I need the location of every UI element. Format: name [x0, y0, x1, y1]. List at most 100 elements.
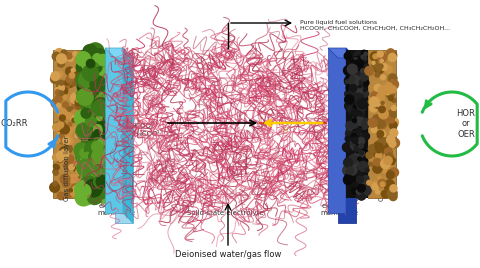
Circle shape	[390, 118, 395, 123]
Circle shape	[350, 109, 355, 114]
Circle shape	[76, 61, 88, 73]
Circle shape	[94, 192, 99, 197]
Circle shape	[353, 130, 361, 138]
Circle shape	[53, 122, 62, 131]
Circle shape	[91, 185, 105, 198]
Circle shape	[80, 179, 87, 186]
Circle shape	[101, 186, 108, 193]
Circle shape	[354, 60, 362, 69]
Circle shape	[92, 87, 99, 94]
Circle shape	[386, 136, 395, 144]
Circle shape	[377, 51, 383, 57]
Circle shape	[383, 116, 391, 124]
Circle shape	[359, 80, 363, 84]
Circle shape	[354, 58, 358, 61]
Circle shape	[79, 72, 94, 87]
Circle shape	[50, 183, 60, 192]
Circle shape	[87, 114, 105, 132]
Circle shape	[59, 80, 64, 85]
Circle shape	[73, 186, 79, 192]
Circle shape	[53, 53, 60, 60]
Circle shape	[77, 159, 94, 176]
Circle shape	[76, 151, 89, 164]
Circle shape	[366, 152, 372, 158]
Circle shape	[369, 119, 372, 123]
Circle shape	[86, 88, 91, 94]
Circle shape	[364, 52, 368, 56]
Circle shape	[68, 178, 72, 182]
Circle shape	[350, 145, 355, 150]
Circle shape	[386, 171, 394, 179]
Circle shape	[348, 64, 357, 74]
Circle shape	[60, 116, 65, 120]
Circle shape	[93, 180, 103, 191]
Circle shape	[350, 59, 354, 63]
Circle shape	[60, 87, 68, 95]
Circle shape	[74, 93, 81, 100]
Circle shape	[358, 74, 364, 80]
Circle shape	[345, 80, 349, 84]
Circle shape	[363, 88, 367, 91]
Circle shape	[373, 54, 378, 59]
Circle shape	[93, 137, 106, 151]
Circle shape	[92, 172, 109, 189]
Circle shape	[77, 79, 93, 94]
Polygon shape	[346, 48, 356, 223]
Circle shape	[65, 112, 72, 119]
Circle shape	[391, 162, 394, 165]
Circle shape	[377, 119, 387, 129]
Circle shape	[377, 131, 384, 137]
Circle shape	[344, 158, 353, 167]
Circle shape	[74, 143, 89, 158]
Circle shape	[93, 54, 101, 62]
Circle shape	[97, 115, 102, 121]
Circle shape	[381, 159, 390, 169]
Circle shape	[345, 97, 350, 103]
Circle shape	[60, 174, 70, 184]
Circle shape	[55, 52, 61, 59]
Circle shape	[358, 184, 365, 192]
Circle shape	[367, 180, 372, 185]
Bar	[81, 50, 105, 198]
Circle shape	[88, 159, 105, 177]
Circle shape	[381, 165, 389, 173]
Circle shape	[96, 188, 112, 203]
Circle shape	[99, 179, 109, 189]
Circle shape	[355, 114, 360, 118]
Circle shape	[57, 122, 64, 128]
Circle shape	[350, 143, 358, 150]
Circle shape	[354, 93, 363, 103]
Bar	[53, 50, 81, 198]
Circle shape	[357, 176, 363, 183]
Circle shape	[91, 163, 96, 169]
Circle shape	[351, 133, 356, 138]
Circle shape	[364, 64, 369, 69]
Circle shape	[61, 50, 67, 56]
Circle shape	[65, 80, 70, 85]
Circle shape	[353, 125, 357, 129]
Circle shape	[59, 85, 64, 91]
Circle shape	[363, 159, 368, 163]
Circle shape	[390, 81, 396, 87]
Circle shape	[80, 180, 94, 194]
Circle shape	[75, 154, 84, 163]
Circle shape	[57, 138, 60, 141]
Circle shape	[347, 72, 356, 80]
Circle shape	[348, 88, 352, 92]
Text: HCOO⁾
CH₃COO⁾...: HCOO⁾ CH₃COO⁾...	[130, 124, 167, 136]
Circle shape	[92, 100, 108, 116]
Circle shape	[94, 163, 111, 180]
Circle shape	[82, 171, 92, 180]
Circle shape	[357, 54, 367, 64]
Circle shape	[348, 66, 353, 70]
Circle shape	[56, 123, 61, 129]
Circle shape	[389, 86, 396, 93]
Circle shape	[357, 113, 364, 121]
Circle shape	[345, 174, 351, 181]
Circle shape	[362, 176, 369, 182]
Circle shape	[390, 168, 398, 177]
Circle shape	[357, 111, 365, 119]
Circle shape	[86, 59, 95, 68]
Circle shape	[69, 165, 74, 170]
Circle shape	[81, 90, 92, 102]
